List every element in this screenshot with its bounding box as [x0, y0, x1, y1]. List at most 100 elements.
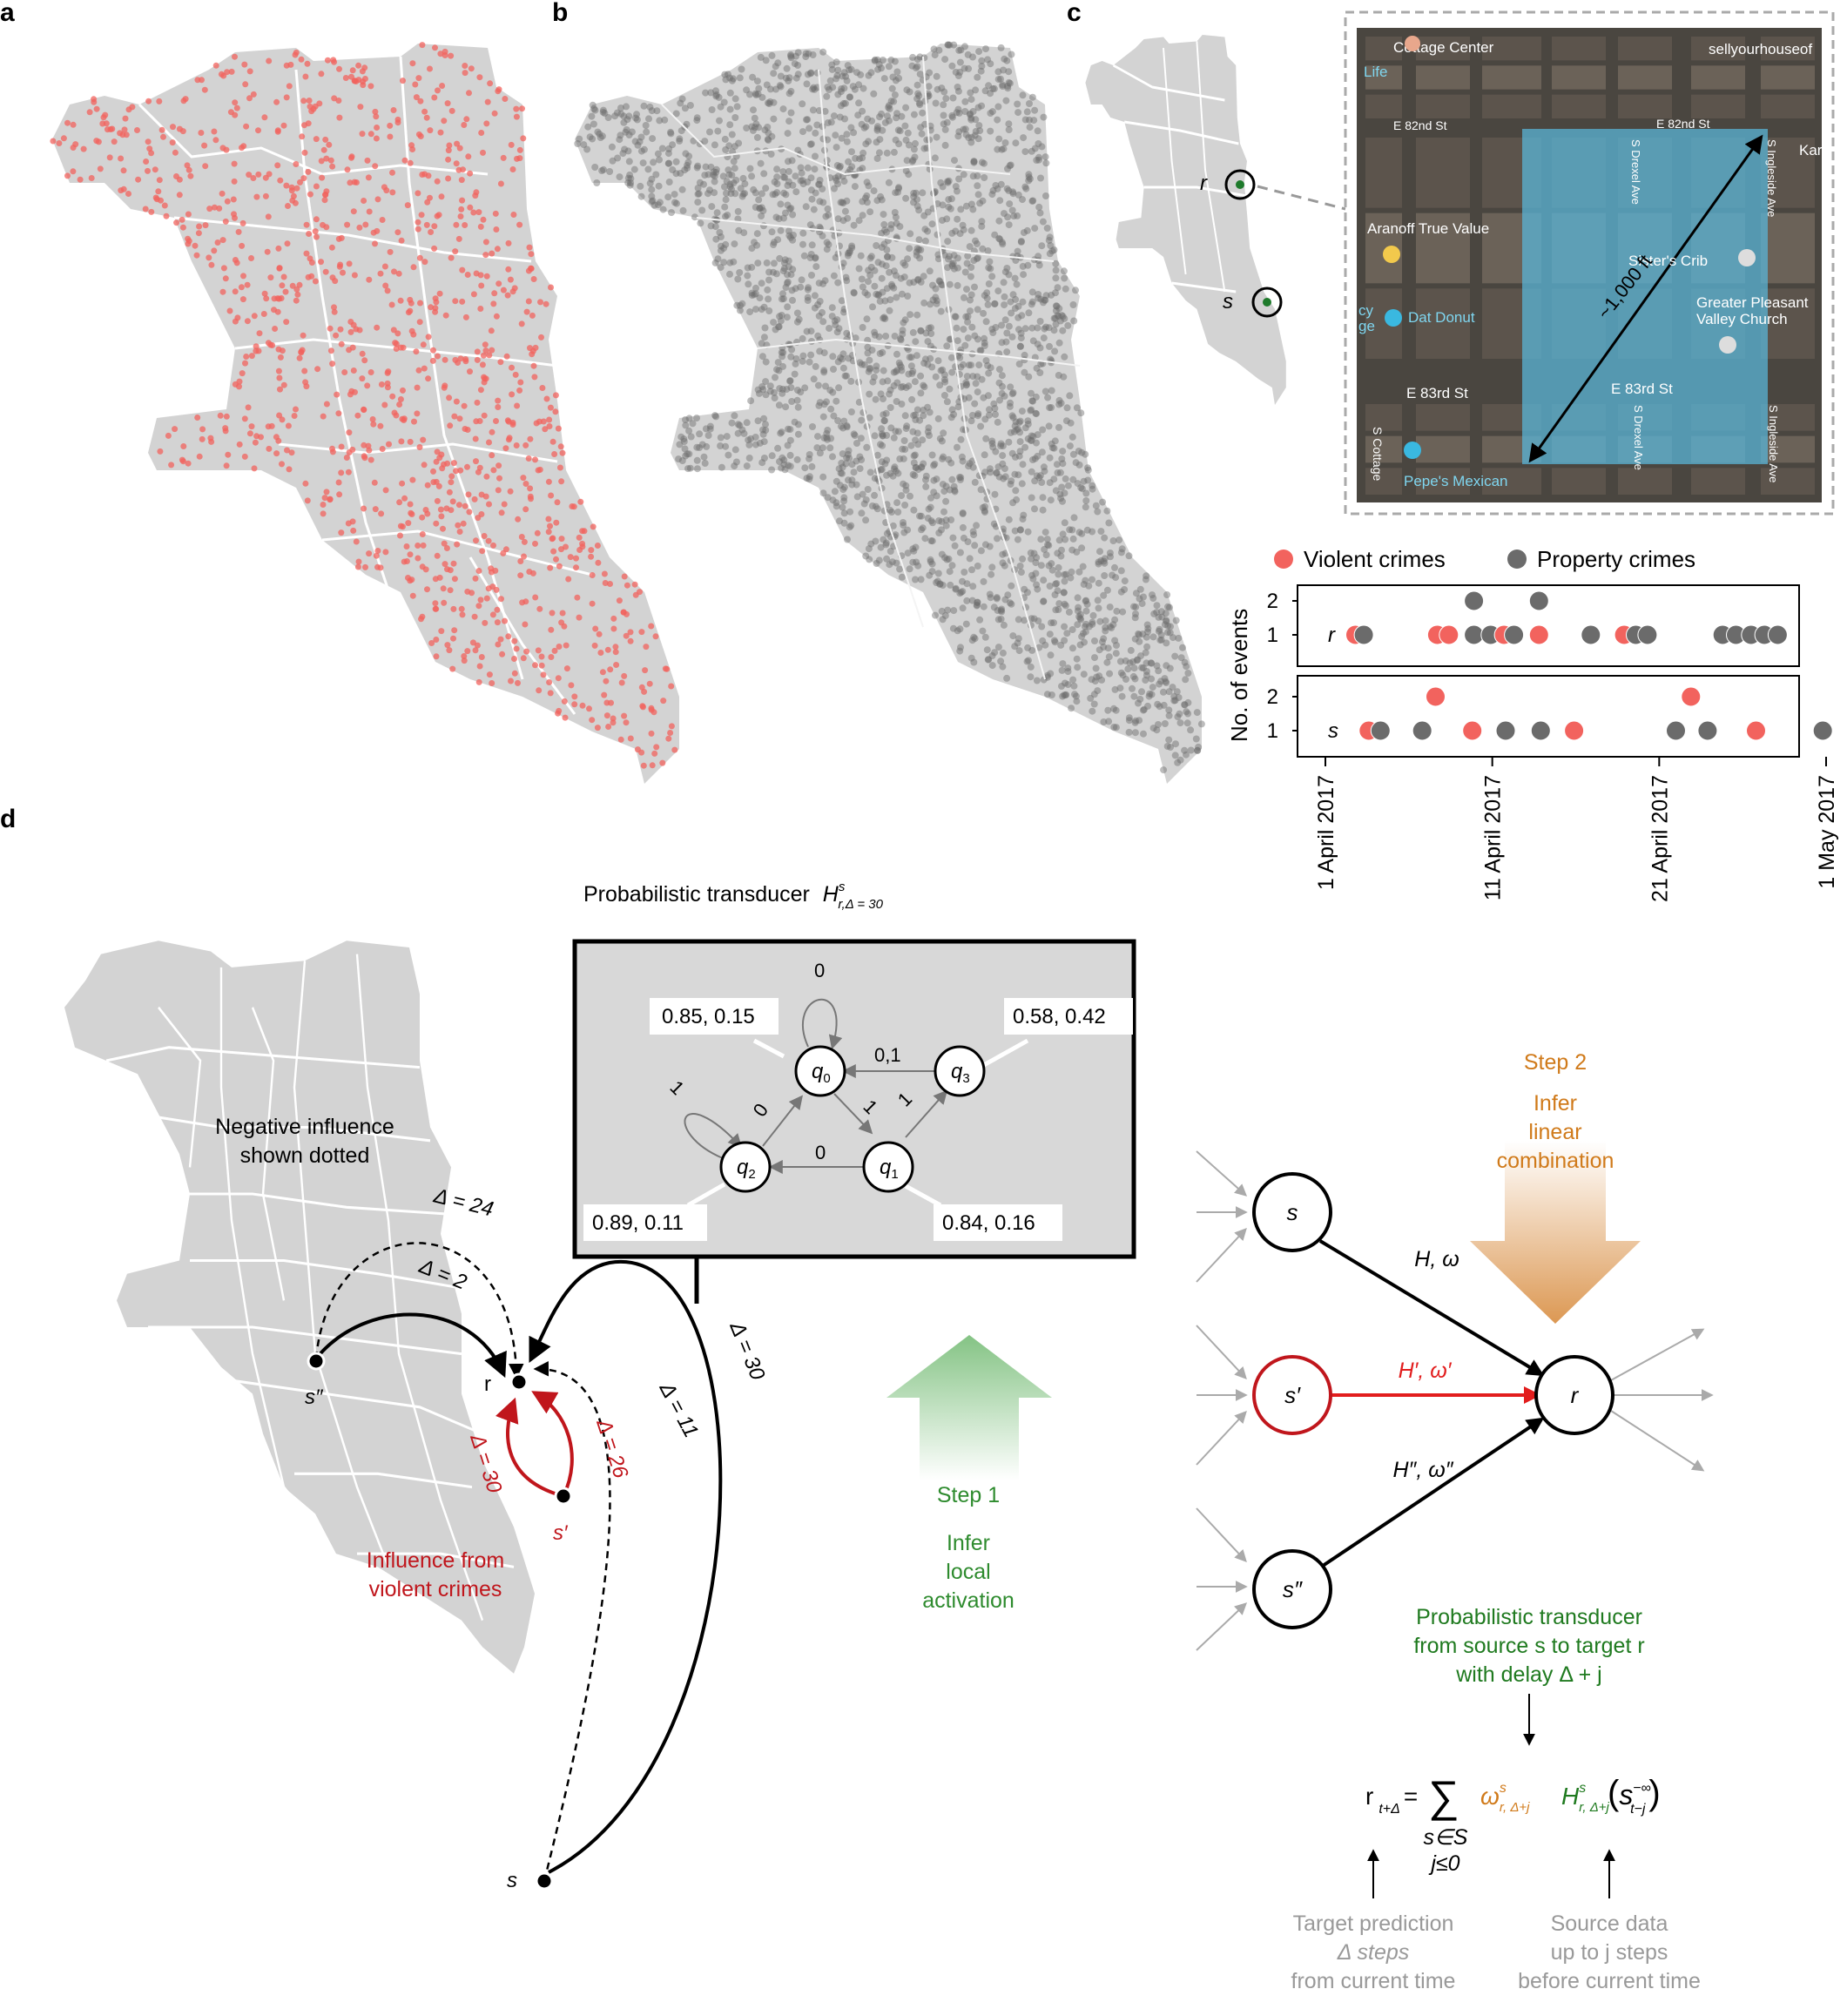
property-dot: [934, 577, 941, 585]
violent-dot: [517, 379, 524, 386]
property-dot: [1082, 497, 1090, 504]
violent-dot: [279, 461, 285, 468]
property-dot: [886, 386, 894, 394]
property-dot: [1030, 550, 1038, 557]
property-dot: [912, 411, 920, 419]
property-dot: [721, 183, 728, 191]
property-dot: [974, 255, 981, 263]
violent-dot: [355, 558, 362, 565]
property-dot: [1008, 333, 1016, 340]
violent-dot: [401, 157, 408, 164]
violent-dot: [465, 153, 472, 160]
violent-dot: [408, 576, 415, 583]
sat-label-20: S Drexel Ave: [1632, 405, 1645, 470]
property-dot: [971, 635, 979, 643]
property-dot: [912, 436, 920, 444]
property-dot: [1098, 676, 1106, 684]
violent-dot: [172, 426, 179, 433]
violent-dot: [617, 736, 624, 743]
property-dot: [1183, 751, 1190, 759]
property-dot: [1109, 621, 1117, 629]
property-dot: [725, 166, 732, 174]
map-b-boundaries: [661, 56, 1081, 680]
property-dot: [974, 335, 981, 343]
property-dot: [954, 105, 962, 113]
property-dot: [812, 189, 819, 197]
property-dot: [1080, 630, 1087, 637]
property-dot: [1052, 289, 1059, 297]
property-dot: [973, 240, 981, 247]
violent-dot: [383, 187, 390, 194]
property-dot: [971, 332, 979, 340]
property-dot: [994, 418, 1001, 426]
property-dot: [1027, 663, 1035, 671]
property-dot: [873, 56, 881, 64]
property-dot: [893, 219, 900, 227]
property-dot: [786, 426, 794, 434]
property-dot: [794, 146, 802, 154]
property-dot: [928, 560, 936, 568]
property-dot: [986, 590, 994, 598]
property-dot: [668, 209, 675, 217]
violent-dot: [248, 423, 255, 430]
property-dot: [776, 313, 784, 320]
property-dot: [1084, 476, 1092, 484]
violent-dot: [421, 259, 428, 266]
property-dot: [981, 415, 989, 423]
property-dot: [1055, 423, 1062, 431]
violent-dot: [477, 597, 484, 603]
property-dot: [967, 226, 975, 234]
property-dot: [1135, 699, 1142, 707]
property-dot: [885, 179, 893, 186]
violent-dot: [212, 62, 219, 69]
property-dot: [1005, 120, 1013, 128]
violent-dot: [246, 172, 253, 179]
property-dot: [1064, 668, 1072, 676]
step2-title: Step 2: [1524, 1050, 1587, 1075]
rooftop: [1416, 37, 1470, 61]
property-dot: [589, 101, 597, 109]
property-dot: [816, 198, 824, 206]
property-dot: [927, 558, 934, 565]
property-dot: [936, 580, 944, 588]
property-dot: [1175, 634, 1183, 642]
property-dot: [743, 462, 751, 470]
property-dot: [933, 72, 940, 80]
property-dot: [763, 259, 771, 266]
violent-dot: [461, 402, 468, 409]
property-dot: [904, 255, 912, 263]
property-dot: [943, 342, 951, 350]
property-dot: [974, 388, 981, 396]
property-dot: [781, 466, 789, 474]
property-dot: [838, 297, 846, 305]
property-dot: [916, 512, 923, 520]
property-dot: [1130, 692, 1138, 700]
property-dot: [772, 85, 779, 93]
property-dot: [940, 120, 947, 128]
property-dot: [970, 158, 978, 165]
property-dot: [919, 436, 927, 444]
property-dot: [920, 460, 927, 468]
property-dot: [919, 524, 927, 532]
property-dot: [952, 584, 960, 592]
property-dot: [936, 278, 944, 286]
map-d-node-s2: [307, 1352, 326, 1371]
property-dot: [1034, 585, 1041, 593]
property-dot: [1001, 301, 1008, 309]
property-dot: [1065, 608, 1073, 616]
property-dot: [784, 182, 792, 189]
violent-dot: [70, 168, 77, 175]
property-dot: [957, 435, 965, 443]
property-event-marker: [1581, 624, 1601, 645]
property-dot: [927, 330, 935, 338]
property-dot: [834, 215, 842, 223]
property-dot: [794, 71, 802, 78]
rooftop: [1761, 212, 1815, 284]
property-dot: [1172, 740, 1179, 748]
property-dot: [909, 328, 917, 336]
property-dot: [898, 492, 906, 500]
property-dot: [961, 293, 967, 301]
violent-dot: [338, 443, 345, 450]
property-dot: [955, 109, 963, 117]
property-dot: [984, 392, 992, 400]
